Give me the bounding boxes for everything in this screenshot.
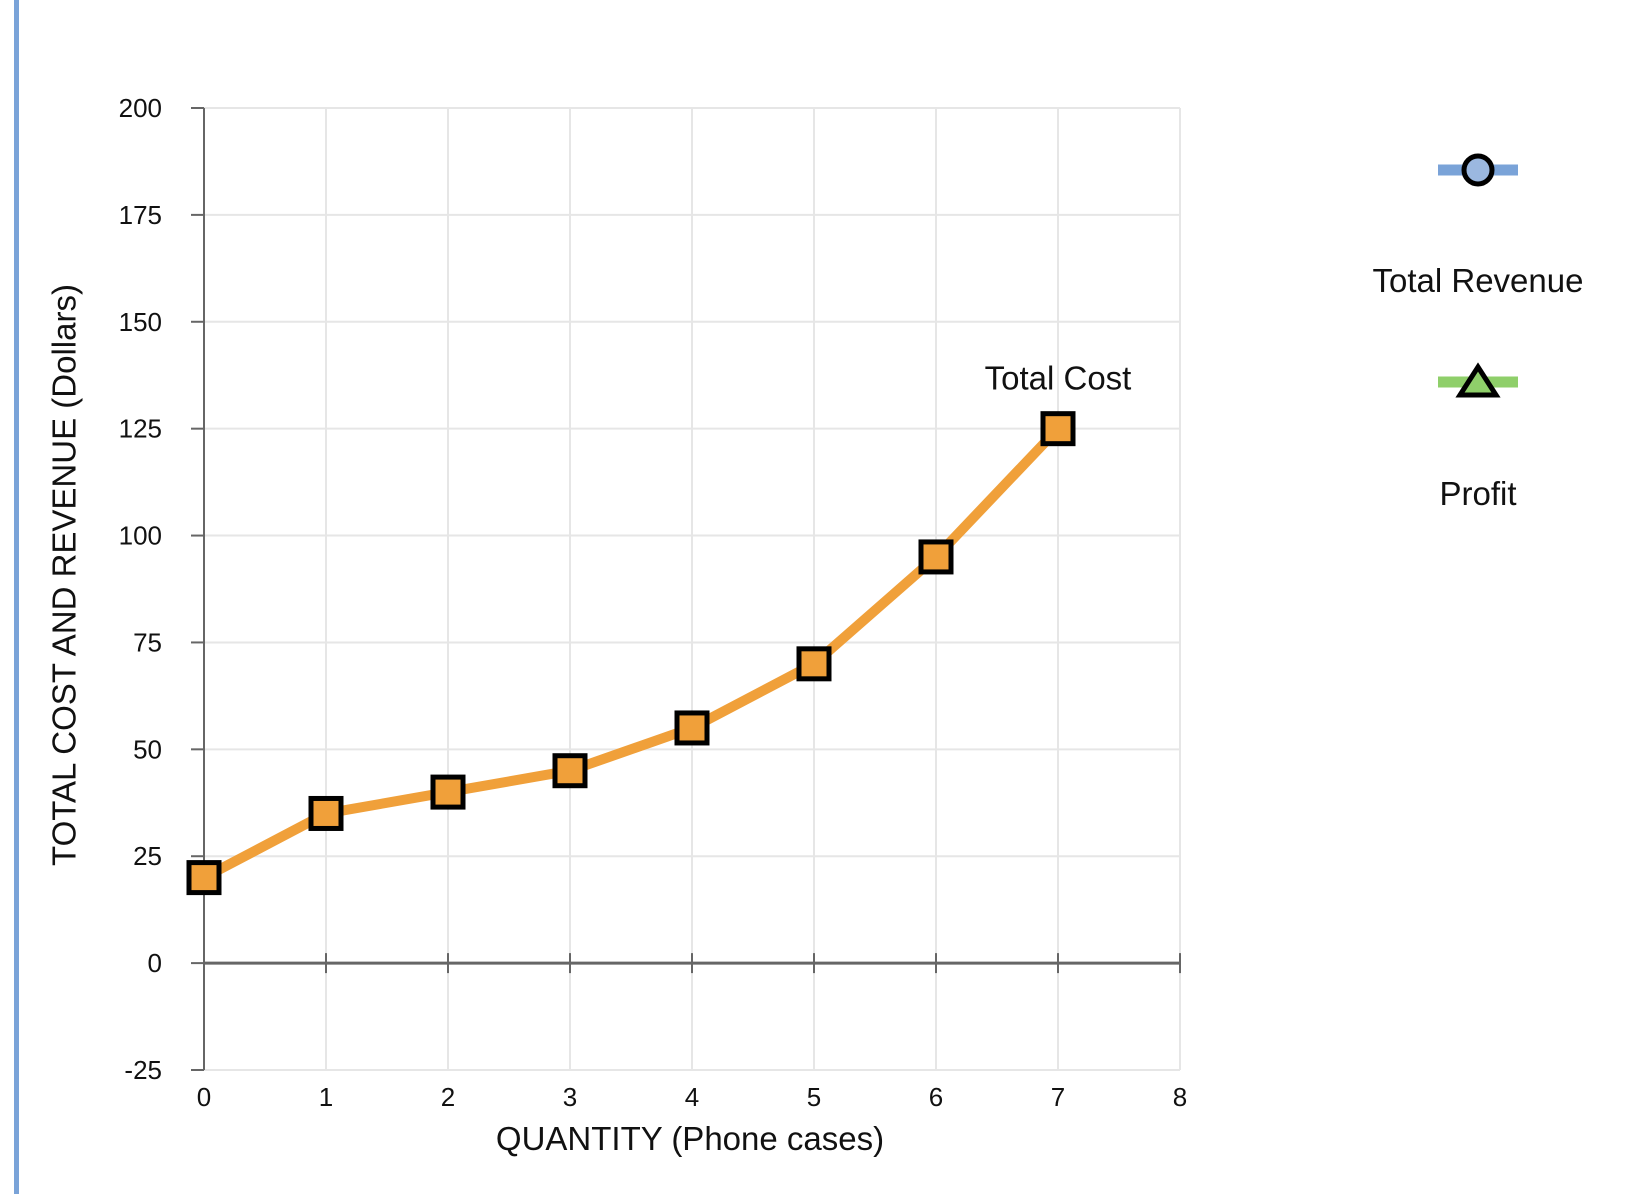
x-tick-label: 5 (807, 1082, 821, 1112)
y-tick-label: 175 (119, 200, 162, 230)
total-cost-point[interactable] (1040, 411, 1076, 447)
triangle-marker-icon (1455, 362, 1501, 398)
x-tick-label: 1 (319, 1082, 333, 1112)
y-tick-label: 125 (119, 414, 162, 444)
y-tick-label: 75 (133, 627, 162, 657)
y-axis-title: TOTAL COST AND REVENUE (Dollars) (46, 284, 83, 866)
y-tick-labels: -25 0 25 50 75 100 125 150 175 200 (119, 93, 162, 1085)
y-tick-label: -25 (124, 1055, 162, 1085)
axes (191, 107, 1181, 1071)
legend-label: Profit (1439, 475, 1516, 512)
x-tick-label: 0 (197, 1082, 211, 1112)
total-cost-point[interactable] (918, 539, 954, 575)
series-line-total-cost (199, 423, 1063, 883)
x-tick-label: 8 (1173, 1082, 1187, 1112)
x-tick-label: 4 (685, 1082, 699, 1112)
y-tick-label: 0 (148, 948, 162, 978)
x-tick-label: 7 (1051, 1082, 1065, 1112)
x-tick-labels: 0 1 2 3 4 5 6 7 8 (197, 1082, 1187, 1112)
total-cost-point[interactable] (552, 753, 588, 789)
circle-marker-icon (1461, 153, 1495, 187)
total-cost-point[interactable] (674, 710, 710, 746)
annotations: Total Cost (985, 360, 1132, 397)
gridlines (203, 107, 1181, 1071)
x-axis-title: QUANTITY (Phone cases) (496, 1120, 884, 1157)
legend-item-total-revenue[interactable]: Total Revenue (1373, 153, 1584, 299)
series-group (186, 411, 1076, 896)
legend-label: Total Revenue (1373, 262, 1584, 299)
x-tick-label: 3 (563, 1082, 577, 1112)
y-tick-label: 150 (119, 307, 162, 337)
left-border-rule (14, 0, 19, 1194)
total-cost-point[interactable] (186, 860, 222, 896)
x-tick-label: 6 (929, 1082, 943, 1112)
y-tick-label: 25 (133, 841, 162, 871)
y-tick-label: 50 (133, 734, 162, 764)
legend[interactable]: Total Revenue Profit (1373, 153, 1584, 512)
y-tick-label: 100 (119, 521, 162, 551)
total-cost-point[interactable] (430, 774, 466, 810)
total-cost-point[interactable] (796, 646, 832, 682)
legend-item-profit[interactable]: Profit (1438, 362, 1518, 512)
y-tick-label: 200 (119, 93, 162, 123)
x-tick-label: 2 (441, 1082, 455, 1112)
series-annotation-label: Total Cost (985, 360, 1132, 397)
total-cost-point[interactable] (308, 795, 344, 831)
